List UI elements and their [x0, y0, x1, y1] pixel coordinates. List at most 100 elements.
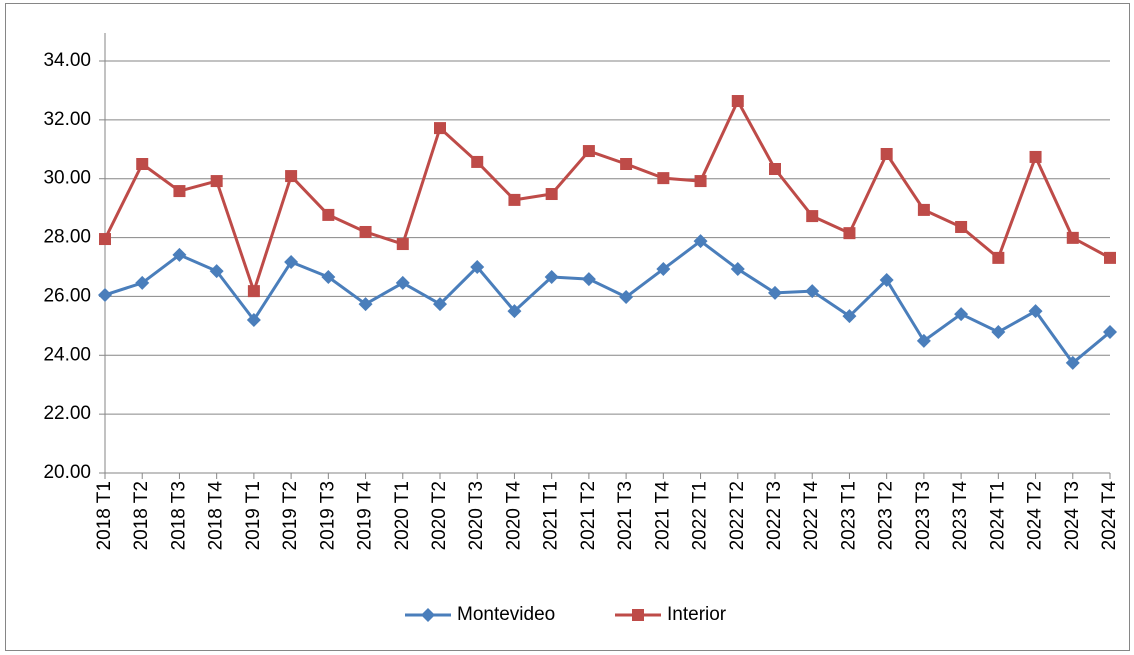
- x-tick-label: 2018 T1: [94, 481, 115, 550]
- x-tick-label: 2022 T3: [764, 481, 785, 550]
- marker: [955, 220, 968, 233]
- x-tick-label: 2018 T4: [206, 481, 227, 551]
- marker: [581, 272, 596, 287]
- x-tick-label: 2021 T4: [652, 481, 673, 551]
- marker: [136, 158, 149, 170]
- marker: [247, 285, 260, 298]
- marker: [1028, 304, 1043, 319]
- marker: [806, 210, 819, 223]
- series-line: [104, 239, 1111, 365]
- x-tick-label: 2023 T1: [838, 481, 859, 550]
- x-tick-label: 2023 T2: [876, 481, 897, 550]
- marker: [322, 208, 335, 221]
- marker: [1066, 231, 1079, 244]
- marker: [954, 307, 969, 322]
- x-tick-label: 2019 T1: [243, 481, 264, 550]
- marker: [433, 297, 447, 312]
- x-tick-label: 2022 T4: [801, 481, 822, 551]
- series-line: [103, 99, 1111, 293]
- marker: [395, 275, 410, 290]
- x-tick-label: 2020 T3: [466, 481, 487, 550]
- x-tick-label: 2019 T3: [317, 481, 338, 550]
- marker: [879, 272, 894, 287]
- x-tick-label: 2022 T2: [727, 481, 748, 550]
- marker: [99, 233, 111, 246]
- x-tick-label: 2018 T3: [168, 481, 189, 550]
- x-tick-label: 2021 T2: [578, 481, 599, 550]
- marker: [396, 238, 409, 251]
- legend-label: Interior: [667, 604, 727, 625]
- marker: [632, 609, 644, 621]
- marker: [246, 312, 261, 327]
- marker: [544, 270, 559, 285]
- marker: [285, 170, 298, 183]
- marker: [321, 270, 336, 285]
- marker: [694, 175, 707, 188]
- x-tick-label: 2024 T2: [1025, 481, 1046, 550]
- marker: [508, 193, 521, 206]
- x-tick-label: 2023 T3: [913, 481, 934, 550]
- marker: [991, 325, 1006, 340]
- y-tick-label: 20.00: [43, 462, 91, 483]
- marker: [656, 262, 671, 277]
- marker: [620, 158, 633, 170]
- y-tick-label: 32.00: [43, 109, 91, 130]
- marker: [842, 309, 857, 324]
- marker: [1065, 355, 1080, 370]
- marker: [434, 122, 446, 135]
- x-tick-label: 2019 T2: [280, 481, 301, 550]
- x-tick-label: 2022 T1: [690, 481, 711, 550]
- marker: [98, 287, 112, 302]
- marker: [657, 172, 670, 185]
- x-tick-label: 2020 T1: [392, 481, 413, 550]
- marker: [880, 147, 893, 160]
- x-tick-label: 2019 T4: [355, 481, 376, 551]
- marker: [172, 247, 187, 262]
- y-tick-label: 28.00: [43, 227, 91, 248]
- marker: [1103, 325, 1117, 340]
- marker: [768, 285, 782, 300]
- marker: [992, 251, 1005, 264]
- marker: [421, 608, 435, 622]
- marker: [545, 188, 558, 201]
- x-tick-label: 2020 T4: [503, 481, 524, 551]
- marker: [135, 275, 150, 290]
- marker: [805, 284, 820, 299]
- y-tick-label: 34.00: [43, 50, 91, 71]
- marker: [693, 234, 708, 249]
- marker: [173, 185, 186, 198]
- marker: [284, 254, 299, 269]
- marker: [209, 264, 224, 279]
- y-tick-label: 24.00: [43, 344, 91, 365]
- marker: [917, 203, 930, 216]
- x-tick-label: 2024 T4: [1099, 481, 1120, 551]
- marker: [359, 225, 372, 238]
- marker: [471, 155, 484, 168]
- marker: [1029, 150, 1042, 163]
- marker: [1104, 251, 1116, 264]
- x-tick-label: 2024 T3: [1062, 481, 1083, 550]
- x-tick-label: 2018 T2: [131, 481, 152, 550]
- marker: [358, 297, 373, 312]
- legend-label: Montevideo: [457, 604, 555, 625]
- x-tick-label: 2024 T1: [987, 481, 1008, 550]
- marker: [730, 262, 745, 277]
- chart-border: [5, 3, 1130, 651]
- marker: [916, 333, 931, 348]
- x-tick-label: 2021 T1: [541, 481, 562, 550]
- marker: [769, 163, 781, 176]
- y-tick-label: 22.00: [43, 403, 91, 424]
- marker: [731, 95, 744, 108]
- marker: [470, 260, 485, 274]
- x-tick-label: 2021 T3: [615, 481, 636, 550]
- y-tick-label: 26.00: [43, 285, 91, 306]
- marker: [507, 304, 522, 319]
- x-tick-label: 2020 T2: [429, 481, 450, 550]
- y-tick-label: 30.00: [43, 168, 91, 189]
- marker: [619, 290, 634, 305]
- x-tick-label: 2023 T4: [950, 481, 971, 551]
- marker: [582, 145, 595, 158]
- marker: [843, 227, 856, 240]
